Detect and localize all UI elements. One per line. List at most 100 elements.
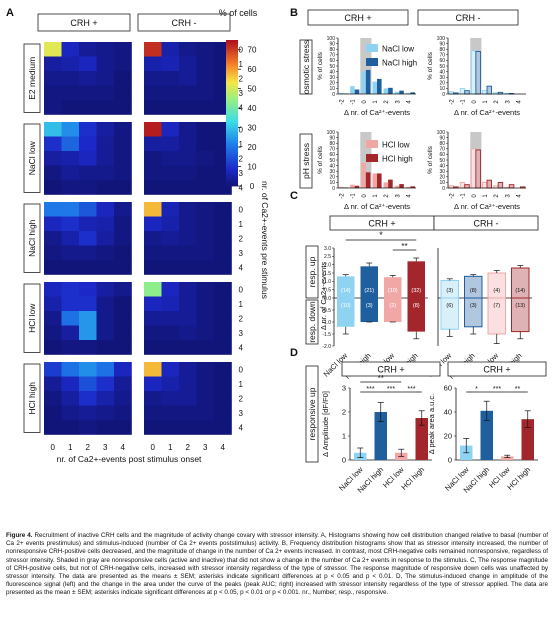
heatmap-x-tick: 1 bbox=[68, 443, 73, 452]
heatmap-cell bbox=[161, 85, 180, 101]
response-row-title-box bbox=[305, 299, 319, 345]
heatmap-x-tick: 3 bbox=[203, 443, 208, 452]
heatmap-cell bbox=[196, 325, 215, 341]
response-bar bbox=[360, 266, 378, 298]
heatmap-cell bbox=[161, 420, 180, 435]
colorbar-segment bbox=[226, 78, 238, 82]
heatmap-y-tick: 1 bbox=[239, 380, 244, 389]
heatmap-y-tick: 4 bbox=[239, 423, 244, 432]
amplitude-category-label: HCl high bbox=[399, 465, 426, 492]
colorbar-segment bbox=[226, 115, 238, 119]
amplitude-y-tick: 2 bbox=[342, 408, 346, 417]
heatmap-cell bbox=[161, 136, 180, 152]
response-bar-hatch bbox=[464, 276, 482, 298]
heatmap-cell bbox=[161, 231, 180, 246]
colorbar-segment bbox=[226, 81, 238, 85]
heatmap-cell bbox=[161, 391, 180, 406]
hist-y-tick: 0 bbox=[332, 186, 335, 192]
colorbar-segment bbox=[226, 113, 238, 116]
heatmap-cell bbox=[196, 405, 215, 421]
heatmap-cell bbox=[179, 311, 197, 326]
heatmap-cell bbox=[144, 100, 162, 115]
hist-x-tick: 4 bbox=[516, 100, 522, 104]
hist-y-tick: 0 bbox=[442, 92, 445, 98]
panel-a: CRH + CRH - E2 medium NaCl low NaCl high HCl … bbox=[23, 8, 270, 464]
heatmap-cell bbox=[114, 362, 132, 377]
hist-col-title: CRH - bbox=[456, 13, 481, 23]
amplitude-category-label: HCl high bbox=[505, 465, 532, 492]
heatmap-y-tick: 2 bbox=[239, 234, 244, 243]
heatmap-cell bbox=[179, 282, 197, 297]
heatmap-cell bbox=[61, 180, 80, 195]
heatmap-cell bbox=[214, 362, 232, 377]
response-n-label: (32) bbox=[411, 288, 421, 294]
response-n-label: (6) bbox=[446, 303, 453, 309]
colorbar-segment bbox=[226, 108, 238, 111]
colorbar-segment bbox=[226, 95, 238, 99]
amplitude-y-tick: 60 bbox=[444, 384, 452, 393]
response-n-label: (21) bbox=[364, 288, 374, 294]
hist-bar-hatch bbox=[460, 182, 465, 188]
heatmap-cell bbox=[144, 405, 162, 421]
colorbar-segment bbox=[226, 154, 238, 158]
response-row-title-box bbox=[305, 245, 319, 299]
hist-bar bbox=[383, 88, 389, 94]
amplitude-bar bbox=[501, 456, 514, 460]
colorbar-segment bbox=[226, 59, 238, 63]
hist-x-tick: -1 bbox=[461, 99, 467, 105]
heatmap-cell bbox=[196, 122, 215, 137]
heatmap-cell bbox=[79, 122, 97, 137]
heatmap-cell bbox=[214, 340, 232, 355]
heatmap-cell bbox=[96, 296, 115, 312]
heatmap-cell bbox=[114, 100, 132, 115]
colorbar-segment bbox=[226, 57, 238, 60]
response-bar-hatch bbox=[511, 298, 529, 332]
heatmap-cell bbox=[114, 165, 132, 181]
hist-bar bbox=[383, 182, 389, 188]
heatmap-cell bbox=[196, 85, 215, 101]
colorbar-segment bbox=[226, 149, 238, 153]
response-y-tick: 1.5 bbox=[324, 271, 331, 277]
colorbar-segment bbox=[226, 139, 238, 143]
heatmap-col-title: CRH + bbox=[70, 18, 97, 28]
hist-y-tick: 70 bbox=[329, 53, 335, 59]
heatmap-cell bbox=[79, 405, 97, 421]
hist-bar bbox=[339, 186, 344, 188]
heatmap-cell bbox=[161, 376, 180, 392]
heatmap-cell bbox=[44, 340, 62, 355]
colorbar-segment bbox=[226, 166, 238, 170]
hist-bar bbox=[361, 162, 366, 188]
caption-text: Recruitment of inactive CRH cells and th… bbox=[6, 532, 549, 597]
heatmap-cell bbox=[79, 136, 97, 152]
heatmap-cell bbox=[44, 151, 62, 166]
hist-bar-hatch bbox=[493, 185, 499, 188]
heatmap-cell bbox=[179, 362, 197, 377]
hist-x-tick: -2 bbox=[340, 193, 346, 199]
hist-y-tick: 90 bbox=[329, 135, 335, 141]
response-y-tick: 3.0 bbox=[324, 246, 331, 252]
heatmap-cell bbox=[196, 180, 215, 195]
hist-x-tick: 3 bbox=[505, 194, 511, 198]
colorbar-segment bbox=[226, 105, 238, 109]
heatmap-cell bbox=[79, 180, 97, 195]
colorbar-segment bbox=[226, 142, 238, 146]
heatmap-cell bbox=[161, 42, 180, 57]
heatmap-cell bbox=[96, 100, 115, 115]
heatmap-cell bbox=[44, 282, 62, 297]
nonresponsive-shade bbox=[360, 38, 372, 94]
heatmap-x-tick: 3 bbox=[103, 443, 108, 452]
hist-row-title: osmotic stress bbox=[301, 40, 311, 94]
hist-bar-hatch bbox=[498, 182, 503, 188]
colorbar-segment bbox=[226, 110, 238, 114]
response-row-title: resp. down bbox=[307, 301, 317, 343]
hist-bar-hatch bbox=[471, 148, 476, 188]
heatmap-cell bbox=[114, 282, 132, 297]
heatmap-cell bbox=[61, 100, 80, 115]
hist-y-tick: 40 bbox=[439, 69, 445, 75]
response-col-title-box bbox=[433, 215, 539, 231]
heatmap-cell bbox=[179, 100, 197, 115]
colorbar-segment bbox=[226, 130, 238, 133]
colorbar-tick-label: 0 bbox=[250, 182, 255, 191]
hist-bar bbox=[339, 92, 344, 94]
hist-col-title-box bbox=[307, 9, 409, 26]
